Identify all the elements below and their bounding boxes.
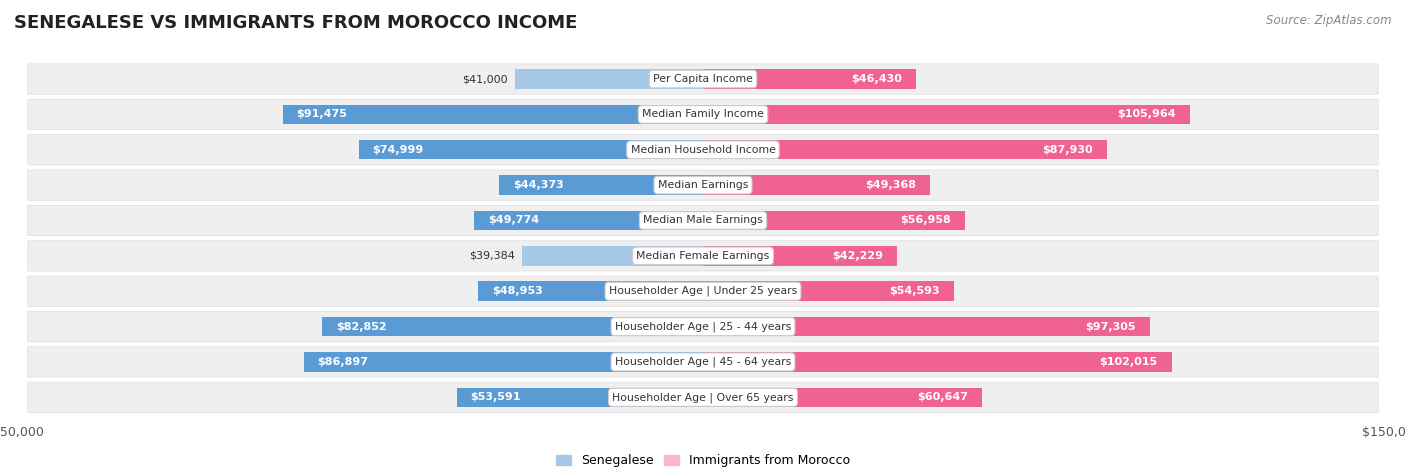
Text: Source: ZipAtlas.com: Source: ZipAtlas.com [1267, 14, 1392, 27]
Text: Median Male Earnings: Median Male Earnings [643, 215, 763, 226]
Bar [457, 388, 703, 407]
FancyBboxPatch shape [28, 99, 1378, 129]
Bar [322, 317, 703, 336]
Text: $87,930: $87,930 [1042, 145, 1092, 155]
Bar [703, 176, 929, 195]
Bar [359, 140, 703, 160]
Bar [703, 140, 1107, 160]
FancyBboxPatch shape [28, 311, 1378, 342]
Text: Median Family Income: Median Family Income [643, 109, 763, 120]
Bar [474, 211, 703, 230]
Text: $48,953: $48,953 [492, 286, 543, 296]
Text: Median Female Earnings: Median Female Earnings [637, 251, 769, 261]
Bar [515, 69, 703, 89]
Text: $53,591: $53,591 [471, 392, 522, 402]
Text: $44,373: $44,373 [513, 180, 564, 190]
Bar [499, 176, 703, 195]
Text: $97,305: $97,305 [1085, 322, 1136, 332]
Bar [703, 246, 897, 266]
Text: Householder Age | 45 - 64 years: Householder Age | 45 - 64 years [614, 357, 792, 367]
Text: $56,958: $56,958 [900, 215, 950, 226]
Text: Householder Age | Over 65 years: Householder Age | Over 65 years [612, 392, 794, 403]
Text: $60,647: $60,647 [917, 392, 967, 402]
Bar [304, 352, 703, 372]
Text: $86,897: $86,897 [318, 357, 368, 367]
FancyBboxPatch shape [28, 205, 1378, 236]
Bar [703, 388, 981, 407]
Text: $39,384: $39,384 [470, 251, 515, 261]
Text: $91,475: $91,475 [297, 109, 347, 120]
Text: Median Earnings: Median Earnings [658, 180, 748, 190]
Text: $42,229: $42,229 [832, 251, 883, 261]
Text: $46,430: $46,430 [852, 74, 903, 84]
Bar [703, 282, 953, 301]
FancyBboxPatch shape [28, 241, 1378, 271]
Text: $54,593: $54,593 [890, 286, 941, 296]
Bar [522, 246, 703, 266]
Text: $105,964: $105,964 [1118, 109, 1175, 120]
Text: Householder Age | 25 - 44 years: Householder Age | 25 - 44 years [614, 321, 792, 332]
FancyBboxPatch shape [28, 276, 1378, 306]
Text: SENEGALESE VS IMMIGRANTS FROM MOROCCO INCOME: SENEGALESE VS IMMIGRANTS FROM MOROCCO IN… [14, 14, 578, 32]
Bar [283, 105, 703, 124]
Bar [703, 211, 965, 230]
Text: Per Capita Income: Per Capita Income [652, 74, 754, 84]
Bar [478, 282, 703, 301]
FancyBboxPatch shape [28, 382, 1378, 412]
Bar [703, 69, 917, 89]
Bar [703, 317, 1150, 336]
Text: $74,999: $74,999 [373, 145, 423, 155]
Text: $102,015: $102,015 [1099, 357, 1157, 367]
Bar [703, 105, 1189, 124]
FancyBboxPatch shape [28, 170, 1378, 200]
Text: $49,774: $49,774 [488, 215, 540, 226]
FancyBboxPatch shape [28, 64, 1378, 94]
FancyBboxPatch shape [28, 134, 1378, 165]
Text: $82,852: $82,852 [336, 322, 387, 332]
Text: Householder Age | Under 25 years: Householder Age | Under 25 years [609, 286, 797, 297]
Bar [703, 352, 1171, 372]
Text: $49,368: $49,368 [865, 180, 915, 190]
Text: $41,000: $41,000 [463, 74, 508, 84]
Text: Median Household Income: Median Household Income [630, 145, 776, 155]
Legend: Senegalese, Immigrants from Morocco: Senegalese, Immigrants from Morocco [551, 449, 855, 467]
FancyBboxPatch shape [28, 347, 1378, 377]
